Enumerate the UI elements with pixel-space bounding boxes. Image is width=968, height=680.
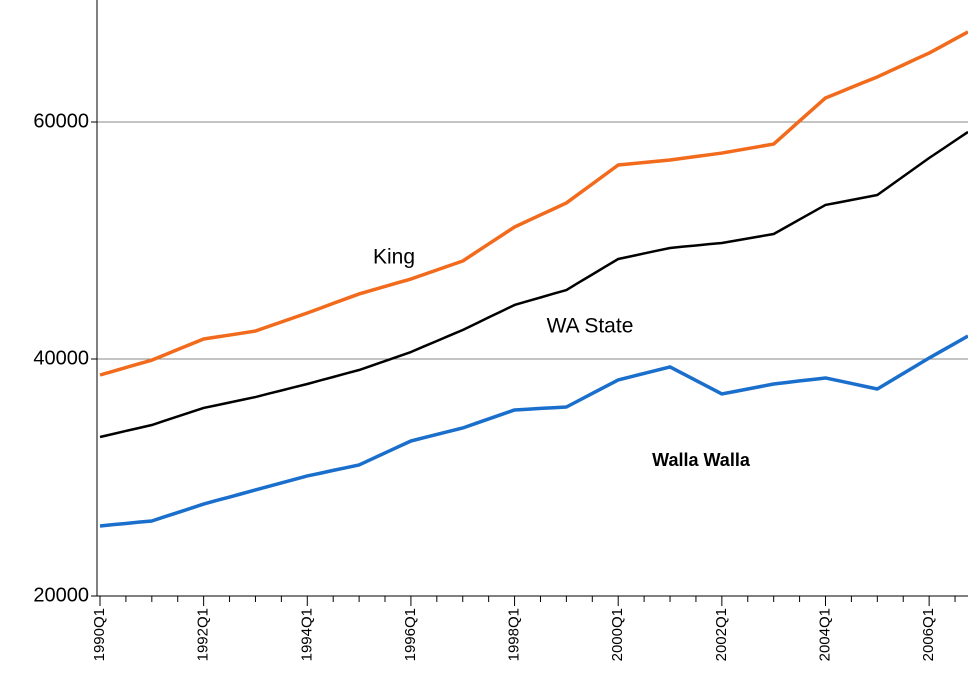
x-tick-label: 2002Q1	[713, 608, 730, 661]
x-tick-label: 1990Q1	[91, 608, 108, 661]
y-tick-label: 20000	[33, 584, 89, 606]
x-tick-label: 1992Q1	[195, 608, 212, 661]
series-line	[99, 130, 968, 439]
series-label: King	[373, 246, 415, 269]
x-tick-label: 1996Q1	[402, 608, 419, 661]
x-tick-label: 2006Q1	[920, 608, 937, 661]
x-tick-label: 1998Q1	[506, 608, 523, 661]
series-label: WA State	[547, 315, 634, 338]
y-tick-label: 60000	[33, 110, 89, 132]
x-tick-label: 1994Q1	[298, 608, 315, 661]
series-label: Walla Walla	[652, 450, 751, 470]
x-tick-label: 2004Q1	[816, 608, 833, 661]
y-tick-label: 40000	[33, 347, 89, 369]
x-tick-label: 2000Q1	[609, 608, 626, 661]
series-line	[99, 334, 968, 528]
series-line	[99, 30, 968, 377]
